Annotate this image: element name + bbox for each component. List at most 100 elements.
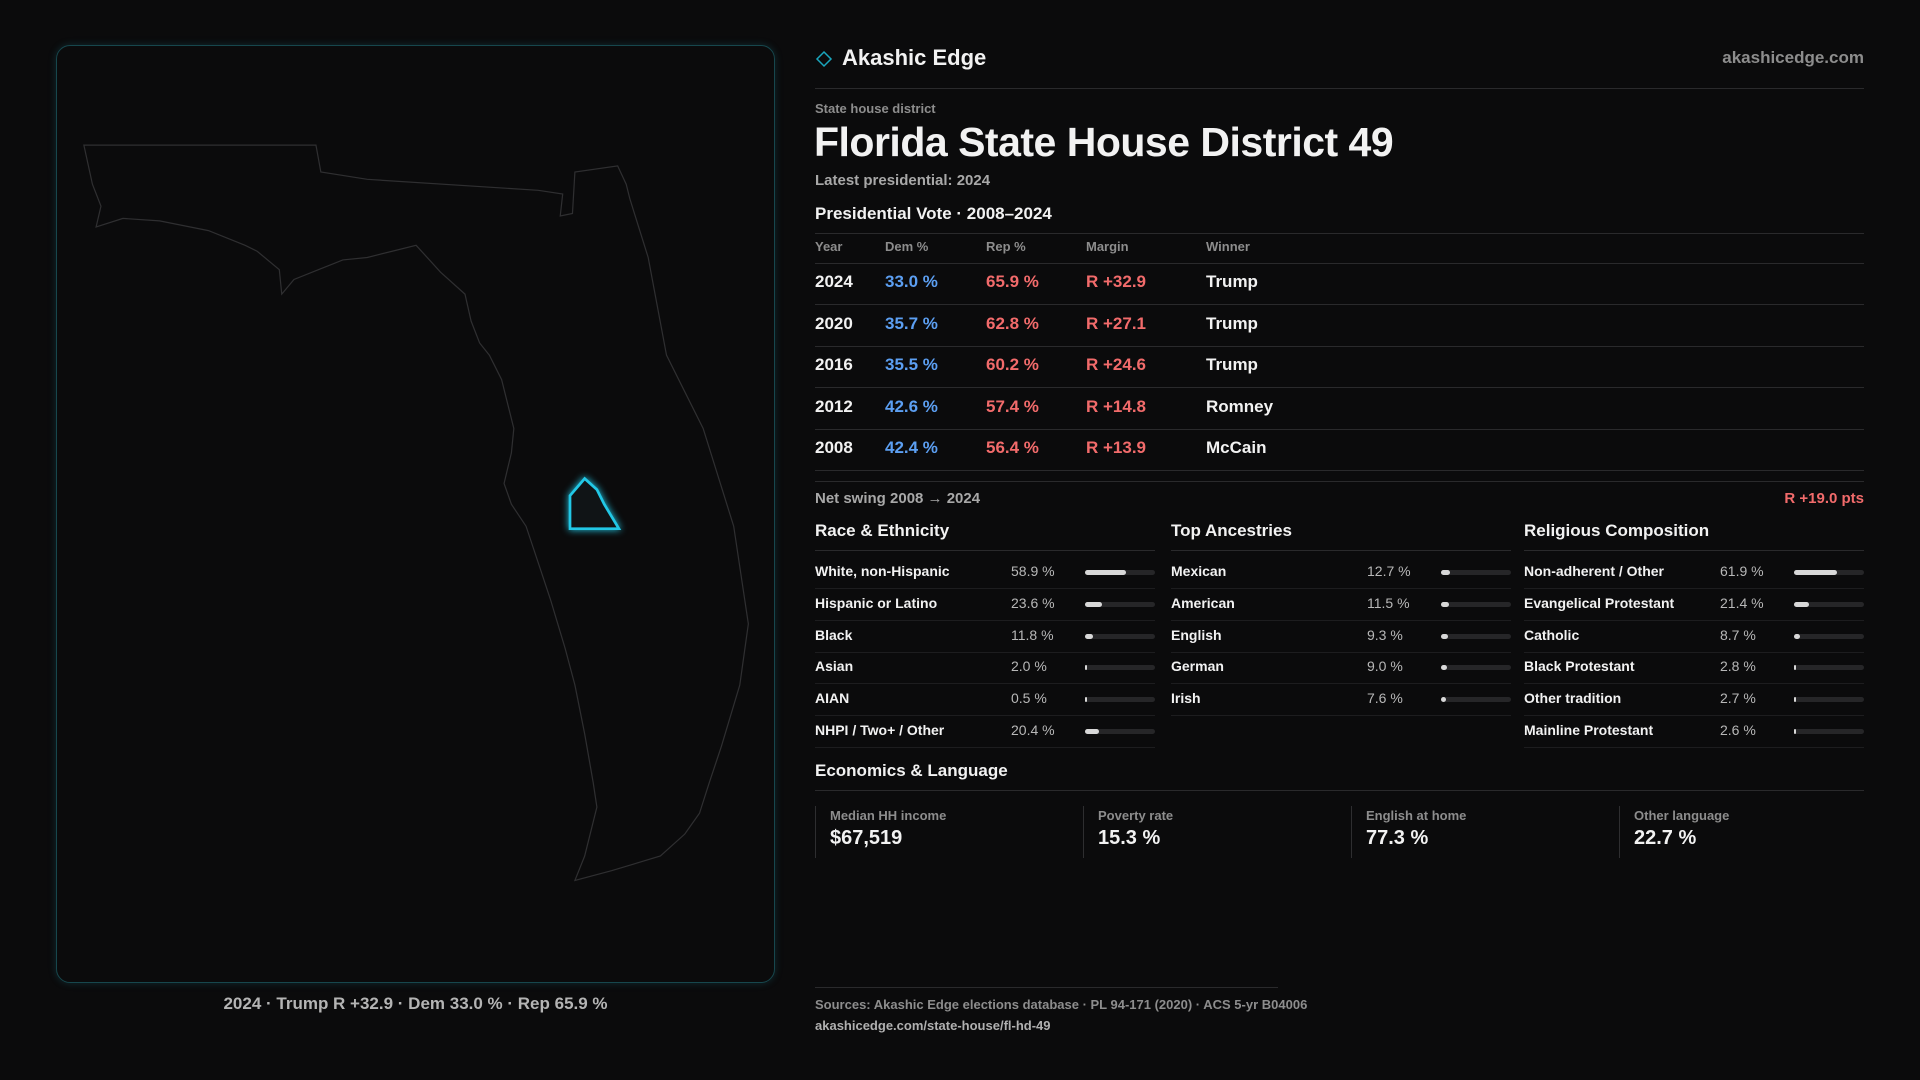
row-rule — [1171, 588, 1511, 589]
row-label: Hispanic or Latino — [815, 594, 938, 611]
table-cell: R +14.8 — [1086, 396, 1147, 416]
column-header: Dem % — [885, 239, 929, 254]
table-cell: 2024 — [815, 272, 853, 291]
value-label: 58.9 % — [1011, 563, 1055, 579]
bar — [1085, 697, 1087, 703]
row-rule — [815, 304, 1864, 305]
row-rule — [1524, 683, 1864, 685]
stat-card: Other language 22.7 % — [1619, 806, 1729, 858]
section-title: Presidential Vote · 2008–2024 — [815, 204, 1052, 223]
value-label: 9.3 % — [1367, 626, 1403, 643]
row-label: Catholic — [1524, 626, 1580, 643]
table-cell: 56.4 % — [986, 438, 1039, 458]
table-cell: R +32.9 — [1086, 272, 1147, 291]
row-rule — [1171, 651, 1511, 653]
bar-track — [1441, 665, 1511, 671]
stat-label: Median HH income — [830, 808, 947, 823]
site-link[interactable]: akashicedge.com — [1722, 48, 1864, 67]
stat-card: Poverty rate 15.3 % — [1083, 806, 1173, 858]
section-title: Race & Ethnicity — [815, 521, 950, 540]
bar-track — [1085, 665, 1155, 671]
map-panel — [56, 45, 775, 983]
value-label: 20.4 % — [1011, 722, 1055, 738]
source-url[interactable]: akashicedge.com/state-house/fl-hd-49 — [815, 1018, 1051, 1033]
bar-track — [1441, 570, 1511, 575]
bar — [1794, 697, 1796, 703]
value-label: 23.6 % — [1011, 594, 1055, 611]
table-cell: Romney — [1206, 396, 1274, 416]
value-label: 0.5 % — [1011, 690, 1047, 707]
table-cell: 33.0 % — [885, 272, 938, 291]
bar-track — [1085, 697, 1155, 703]
row-rule — [815, 470, 1864, 472]
row-rule — [815, 715, 1155, 717]
row-label: English — [1171, 626, 1222, 643]
section-title: Top Ancestries — [1171, 521, 1292, 540]
row-rule — [815, 345, 1864, 347]
table-cell: 42.6 % — [885, 396, 938, 416]
table-cell: McCain — [1206, 438, 1267, 458]
row-label: Mexican — [1171, 563, 1227, 579]
table-cell: 35.5 % — [885, 355, 938, 375]
swing-rule — [815, 481, 1864, 482]
table-cell: Trump — [1206, 313, 1258, 333]
section-rule — [1171, 550, 1511, 551]
latest: Latest presidential: 2024 — [815, 172, 991, 189]
bar-track — [1441, 601, 1511, 607]
stat-label: Poverty rate — [1098, 808, 1174, 823]
table-cell: 57.4 % — [986, 396, 1039, 416]
bar — [1085, 601, 1102, 607]
row-rule — [815, 683, 1155, 685]
kicker: State house district — [815, 101, 936, 116]
swing-value: R +19.0 pts — [1784, 490, 1864, 507]
table-cell: 2008 — [815, 438, 853, 458]
bar — [1441, 570, 1450, 575]
value-label: 7.6 % — [1367, 690, 1403, 707]
row-label: AIAN — [815, 690, 850, 707]
table-rule — [815, 233, 1864, 234]
stat-value: 22.7 % — [1634, 827, 1697, 849]
bar-track — [1085, 570, 1155, 575]
state-outline — [83, 144, 749, 882]
value-label: 8.7 % — [1720, 626, 1756, 643]
table-cell: R +27.1 — [1086, 313, 1147, 333]
row-rule — [1524, 747, 1864, 748]
bar-track — [1085, 729, 1155, 734]
stat-value: $67,519 — [830, 827, 903, 849]
row-label: Non-adherent / Other — [1524, 563, 1665, 579]
value-label: 2.6 % — [1720, 722, 1756, 738]
column-header: Winner — [1206, 239, 1250, 254]
row-label: NHPI / Two+ / Other — [815, 722, 945, 738]
table-cell: R +13.9 — [1086, 438, 1147, 458]
bar-track — [1794, 697, 1864, 703]
column-header: Margin — [1086, 239, 1129, 254]
bar — [1441, 601, 1450, 607]
table-cell: 42.4 % — [885, 438, 938, 458]
row-label: American — [1171, 594, 1235, 611]
sources-rule — [815, 987, 1278, 988]
row-rule — [1524, 619, 1864, 621]
table-cell: 65.9 % — [986, 272, 1039, 291]
value-label: 2.0 % — [1011, 658, 1047, 675]
row-rule — [815, 387, 1864, 389]
stat-label: Other language — [1634, 808, 1730, 823]
florida-map — [83, 144, 749, 882]
table-cell: 2016 — [815, 355, 853, 375]
column-header: Year — [815, 239, 843, 254]
table-cell: Trump — [1206, 355, 1258, 375]
table-cell: 2012 — [815, 396, 853, 416]
value-label: 12.7 % — [1367, 563, 1411, 579]
stat-value: 15.3 % — [1098, 827, 1161, 849]
column-header: Rep % — [986, 239, 1026, 254]
row-rule — [815, 588, 1155, 589]
bar-track — [1085, 601, 1155, 607]
value-label: 2.7 % — [1720, 690, 1756, 707]
bar — [1441, 665, 1448, 671]
row-label: Evangelical Protestant — [1524, 594, 1675, 611]
row-rule — [815, 263, 1864, 264]
bar-track — [1794, 665, 1864, 671]
row-label: Asian — [815, 658, 854, 675]
row-rule — [1524, 588, 1864, 589]
table-cell: 62.8 % — [986, 313, 1039, 333]
row-rule — [815, 747, 1155, 748]
